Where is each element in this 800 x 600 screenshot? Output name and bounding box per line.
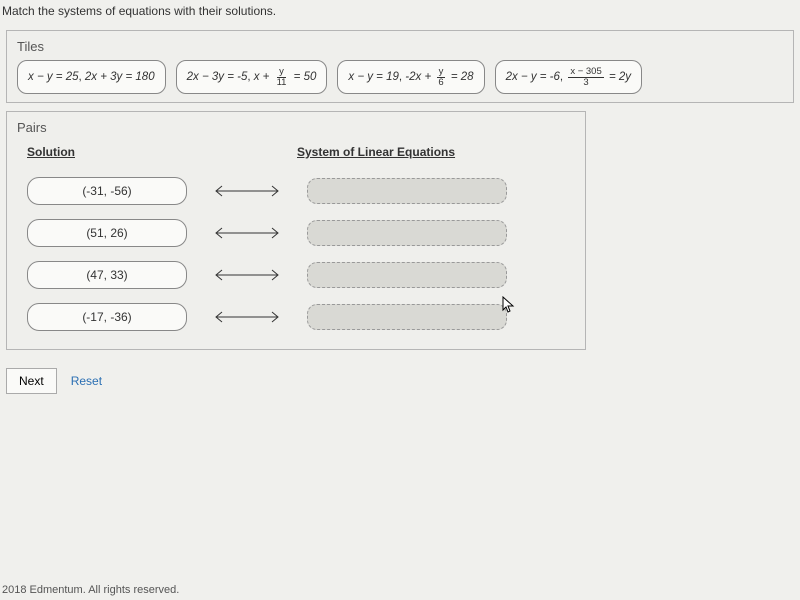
tiles-panel: Tiles x − y = 25, 2x + 3y = 180 2x − 3y … — [6, 30, 794, 103]
drop-target[interactable] — [307, 262, 507, 288]
solution-pill[interactable]: (47, 33) — [27, 261, 187, 289]
next-button[interactable]: Next — [6, 368, 57, 394]
tiles-label: Tiles — [17, 39, 783, 54]
solution-pill[interactable]: (-31, -56) — [27, 177, 187, 205]
pairs-panel: Pairs Solution System of Linear Equation… — [6, 111, 586, 350]
reset-link[interactable]: Reset — [71, 374, 102, 388]
double-arrow-icon — [207, 184, 287, 198]
solution-header: Solution — [27, 145, 187, 163]
tile-equation[interactable]: x − y = 25, 2x + 3y = 180 — [17, 60, 166, 94]
tile-equation[interactable]: 2x − y = -6, x − 3053 = 2y — [495, 60, 642, 94]
double-arrow-icon — [207, 310, 287, 324]
solution-pill[interactable]: (51, 26) — [27, 219, 187, 247]
tile-equation[interactable]: x − y = 19, -2x + y6 = 28 — [337, 60, 484, 94]
drop-target[interactable] — [307, 178, 507, 204]
double-arrow-icon — [207, 268, 287, 282]
tiles-row: x − y = 25, 2x + 3y = 180 2x − 3y = -5, … — [17, 60, 783, 94]
copyright-text: 2018 Edmentum. All rights reserved. — [2, 584, 179, 596]
footer-buttons: Next Reset — [6, 368, 794, 394]
drop-target[interactable] — [307, 304, 507, 330]
tile-equation[interactable]: 2x − 3y = -5, x + y11 = 50 — [176, 60, 328, 94]
instruction-text: Match the systems of equations with thei… — [0, 0, 800, 22]
double-arrow-icon — [207, 226, 287, 240]
drop-target[interactable] — [307, 220, 507, 246]
pairs-label: Pairs — [17, 120, 575, 135]
solution-pill[interactable]: (-17, -36) — [27, 303, 187, 331]
system-header: System of Linear Equations — [297, 145, 507, 163]
